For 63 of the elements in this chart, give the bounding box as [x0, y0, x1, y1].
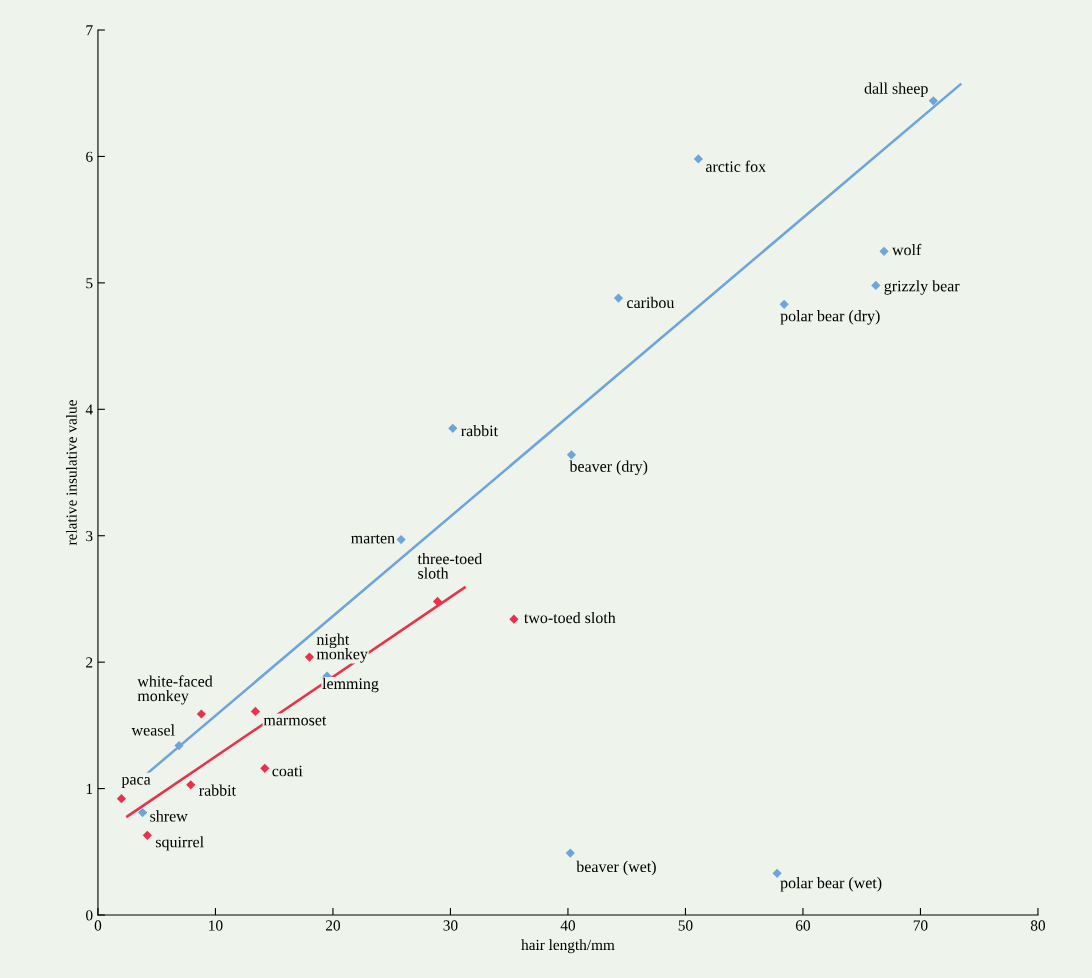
annotation: grizzly bear [884, 280, 960, 295]
x-tick-label: 60 [795, 920, 810, 931]
x-tick-label: 30 [443, 920, 458, 931]
point [174, 741, 184, 751]
annotation: night monkey [316, 633, 368, 663]
annotation: coati [272, 765, 303, 777]
y-tick-label: 3 [86, 530, 93, 542]
point [116, 794, 127, 804]
point [566, 450, 577, 460]
annotation: dall sheep [864, 82, 928, 98]
y-tick-label: 0 [86, 910, 93, 921]
x-axis-title: hair length/mm [521, 939, 615, 954]
x-tick-label: 40 [560, 920, 576, 931]
point [613, 293, 624, 303]
annotation: caribou [627, 296, 675, 309]
annotation: weasel [131, 724, 175, 736]
x-tick-label: 50 [678, 920, 693, 931]
annotation: paca [121, 777, 151, 788]
annotation: rabbit [461, 425, 498, 437]
x-tick-label: 70 [913, 920, 928, 931]
point [196, 709, 206, 719]
annotation: beaver (wet) [576, 860, 656, 876]
y-tick-label: 4 [85, 404, 93, 415]
point [250, 706, 261, 717]
x-tick-label: 10 [209, 920, 223, 931]
point [779, 299, 789, 309]
annotation: white-faced monkey [137, 675, 213, 705]
annotation: arctic fox [705, 160, 766, 172]
y-tick-label: 5 [86, 278, 93, 289]
annotation: two-toed sloth [524, 611, 616, 624]
point [138, 808, 148, 818]
annotation: polar bear (dry) [780, 310, 880, 325]
point [871, 280, 881, 291]
annotation: three-toed sloth [417, 552, 483, 579]
point [260, 763, 270, 773]
point [448, 423, 458, 433]
y-axis-title: relative insulative value [66, 400, 77, 546]
point [304, 652, 315, 662]
annotation: marten [351, 534, 395, 544]
point [772, 868, 782, 878]
annotation: beaver (dry) [569, 460, 648, 476]
annotation: lemming [322, 677, 379, 693]
x-tick-label: 20 [325, 920, 341, 931]
point [693, 154, 703, 164]
x-tick-label: 0 [94, 920, 102, 931]
annotation: wolf [892, 243, 922, 256]
point [186, 780, 196, 790]
point [565, 848, 575, 858]
point [879, 246, 889, 256]
y-tick-label: 7 [86, 25, 93, 36]
y-tick-label: 2 [86, 657, 93, 668]
point [396, 534, 406, 545]
annotation: shrew [150, 810, 188, 822]
x-tick-label: 80 [1030, 920, 1045, 931]
point [928, 96, 938, 106]
annotation: squirrel [155, 836, 204, 851]
annotation: marmoset [263, 716, 327, 726]
y-tick-label: 6 [86, 151, 93, 162]
point [509, 614, 519, 624]
annotation: polar bear (wet) [780, 877, 882, 892]
annotation: rabbit [199, 784, 236, 796]
y-tick-label: 1 [86, 783, 93, 794]
point [142, 830, 152, 840]
